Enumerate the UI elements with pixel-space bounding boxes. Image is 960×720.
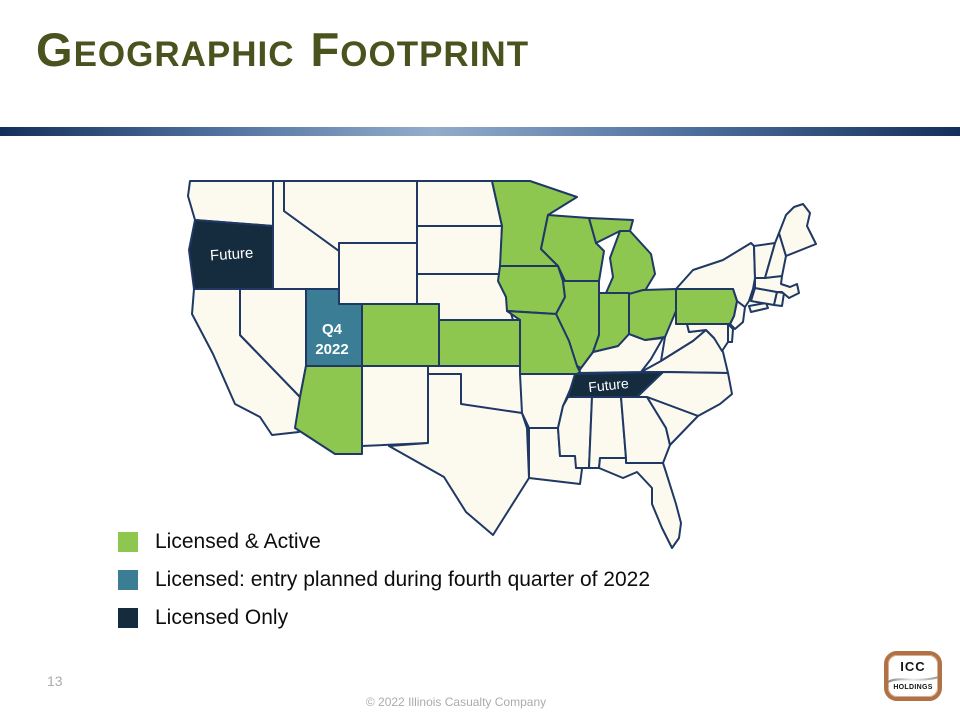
- copyright-text: © 2022 Illinois Casualty Company: [365, 695, 547, 709]
- state-ks: [438, 319, 521, 367]
- legend: Licensed & Active Licensed: entry planne…: [118, 529, 651, 645]
- state-de: [727, 323, 734, 343]
- logo-icc-text: ICC: [900, 659, 926, 674]
- legend-item-licensed-active: Licensed & Active: [118, 529, 650, 553]
- legend-swatch-licensed-active: [118, 531, 138, 552]
- state-oh: [628, 288, 677, 341]
- legend-label-q4-2022: Licensed: entry planned during fourth qu…: [155, 567, 651, 591]
- state-or: [188, 219, 274, 290]
- state-fl: [598, 457, 682, 549]
- divider-bar: [0, 127, 960, 136]
- state-az: [294, 365, 363, 455]
- state-ma: [754, 275, 800, 299]
- state-ny-long-island: [748, 302, 769, 313]
- legend-swatch-licensed-only: [118, 607, 138, 628]
- state-tx: [388, 373, 530, 536]
- state-nd: [416, 180, 503, 227]
- utah-q4-label: Q4: [322, 321, 343, 338]
- tennessee-future-label: Future: [588, 375, 630, 395]
- state-ri: [773, 291, 785, 307]
- logo-holdings-text: HOLDINGS: [893, 684, 933, 691]
- legend-swatch-q4-2022: [118, 569, 138, 590]
- page-title: Geographic Footprint: [36, 22, 545, 77]
- us-map: Future Q4 2022 Future: [185, 166, 825, 566]
- state-sd: [416, 225, 503, 275]
- icc-holdings-logo: ICC HOLDINGS: [884, 651, 942, 701]
- state-wy: [338, 242, 418, 305]
- logo-swoosh-icon: [888, 676, 938, 683]
- us-map-svg: Future Q4 2022 Future: [187, 180, 817, 549]
- legend-label-licensed-active: Licensed & Active: [155, 529, 321, 553]
- state-nc: [636, 371, 733, 417]
- state-co: [361, 303, 440, 367]
- state-sc: [646, 396, 699, 446]
- page-number: 13: [47, 673, 63, 689]
- state-tn: [567, 371, 664, 398]
- state-ut: [305, 288, 363, 367]
- state-pa: [675, 288, 738, 325]
- state-nh: [764, 232, 787, 279]
- state-wa: [187, 180, 274, 227]
- state-ia: [497, 265, 566, 315]
- title-word-1: Geographic: [36, 23, 295, 76]
- state-me: [778, 203, 817, 257]
- title-word-2: Footprint: [310, 23, 530, 76]
- utah-2022-label: 2022: [315, 341, 348, 358]
- legend-label-licensed-only: Licensed Only: [155, 605, 289, 629]
- legend-item-licensed-only: Licensed Only: [118, 605, 650, 629]
- state-mi: [605, 230, 656, 295]
- legend-item-q4-2022: Licensed: entry planned during fourth qu…: [118, 567, 651, 591]
- oregon-future-label: Future: [209, 245, 253, 265]
- state-nm: [361, 365, 429, 447]
